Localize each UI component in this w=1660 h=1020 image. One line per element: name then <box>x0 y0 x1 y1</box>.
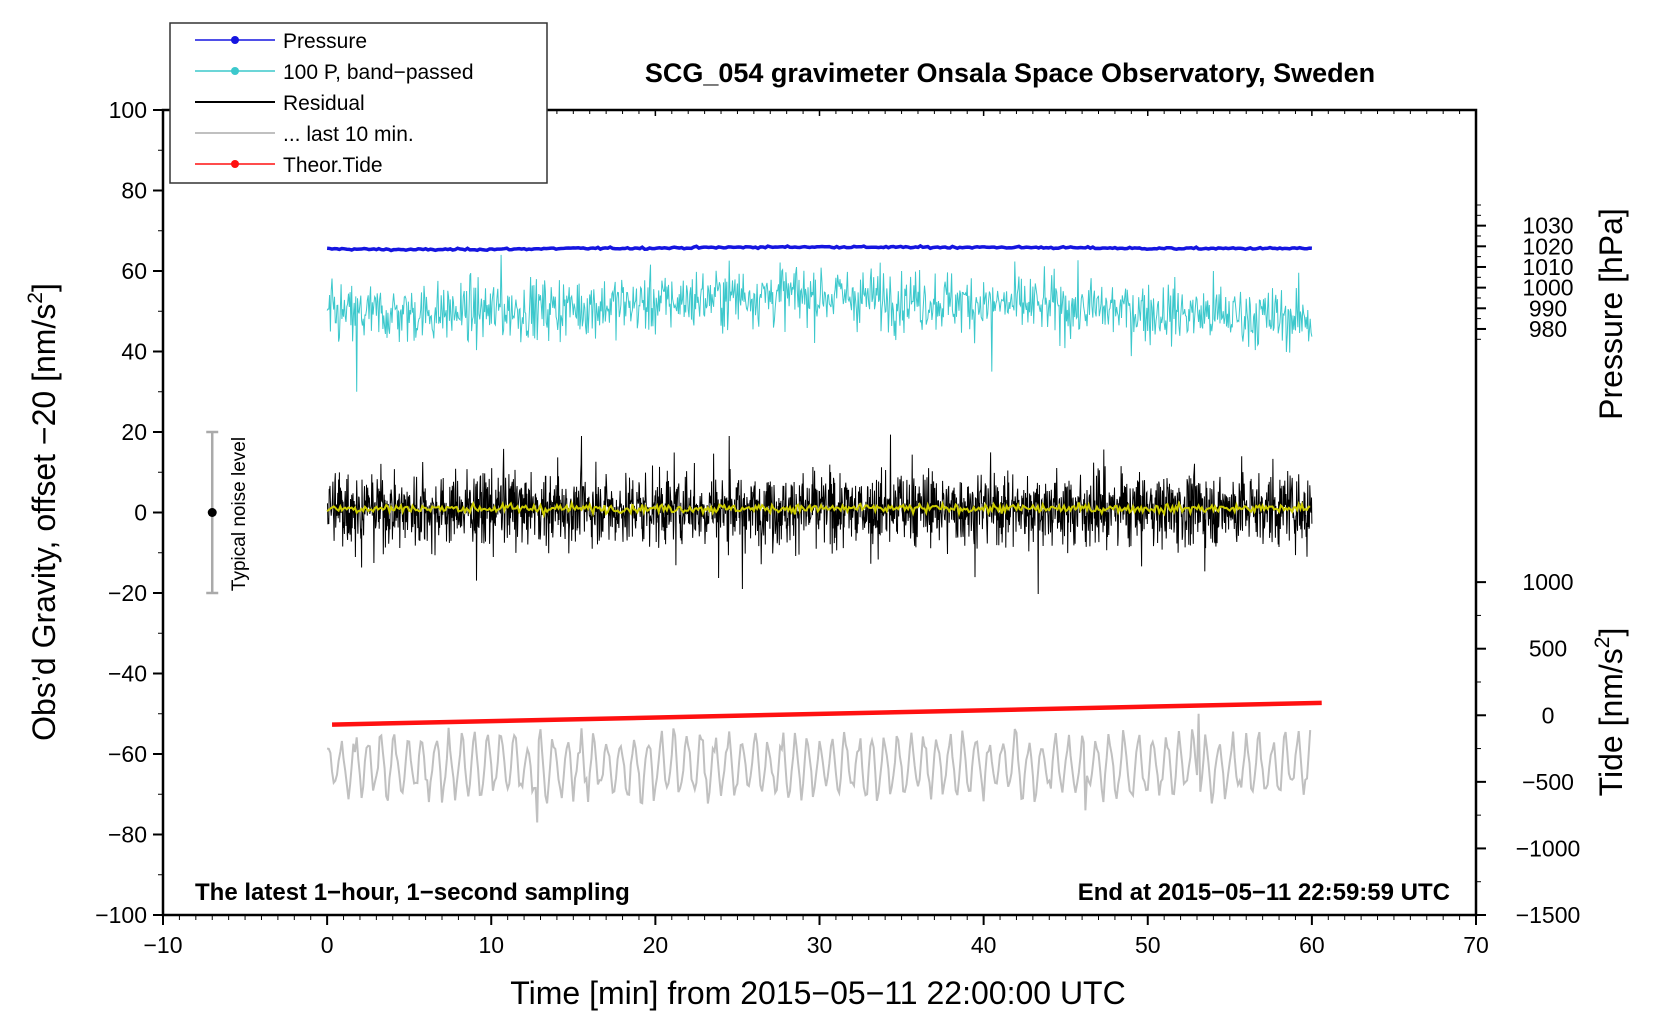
pressure-tick-label: 990 <box>1529 295 1567 321</box>
legend-label-residual: Residual <box>283 92 365 115</box>
tide-axis-title-sup: 2 <box>1591 637 1614 649</box>
annotation-sampling: The latest 1−hour, 1−second sampling <box>195 879 630 906</box>
noise-bar-dot <box>207 508 217 517</box>
x-tick-label: 40 <box>971 932 997 958</box>
x-tick-label: 60 <box>1299 932 1325 958</box>
pressure-tick-label: 1030 <box>1522 213 1573 239</box>
x-tick-label: 10 <box>478 932 504 958</box>
y-tick-label: −40 <box>108 661 147 687</box>
pressure-tick-label: 980 <box>1529 316 1567 342</box>
legend-label-band-passed: 100 P, band−passed <box>283 61 474 84</box>
x-tick-label: −10 <box>143 932 182 958</box>
tide-axis-title-main: Tide [nm/s <box>1593 648 1629 796</box>
tide-tick-label: 500 <box>1529 636 1567 662</box>
series-layer <box>326 243 1322 823</box>
tide-axis-title: Tide [nm/s2] <box>1591 628 1629 797</box>
y-tick-label: 80 <box>121 178 147 204</box>
legend-label-theor-tide: Theor.Tide <box>283 154 383 177</box>
legend-entry-last-10-min: ... last 10 min. <box>195 123 414 146</box>
x-tick-label: 30 <box>807 932 833 958</box>
x-tick-label: 0 <box>321 932 334 958</box>
y-tick-label: 40 <box>121 339 147 365</box>
series-residual-smoothed-line <box>326 499 1311 519</box>
tide-tick-label: −1000 <box>1516 835 1581 861</box>
legend-entry-theor-tide: Theor.Tide <box>195 154 383 177</box>
series-theor-tide-line <box>331 700 1322 727</box>
y-tick-label: 20 <box>121 419 147 445</box>
y-tick-label: −60 <box>108 741 147 767</box>
series-last-10-min-line <box>326 713 1312 823</box>
pressure-tick-label: 1000 <box>1522 275 1573 301</box>
y-tick-label: 60 <box>121 258 147 284</box>
chart-title: SCG_054 gravimeter Onsala Space Observat… <box>645 58 1375 88</box>
y-tick-label: −100 <box>95 902 147 928</box>
x-axis-title: Time [min] from 2015−05−11 22:00:00 UTC <box>510 975 1125 1011</box>
tide-tick-label: −1500 <box>1516 902 1581 928</box>
pressure-axis-title: Pressure [hPa] <box>1593 208 1629 420</box>
legend-entry-residual: Residual <box>195 92 365 115</box>
tide-tick-label: −500 <box>1522 769 1574 795</box>
y-tick-label: −20 <box>108 580 147 606</box>
pressure-tick-label: 1010 <box>1522 254 1573 280</box>
annotation-end-time: End at 2015−05−11 22:59:59 UTC <box>1078 879 1450 906</box>
tide-tick-label: 0 <box>1542 702 1555 728</box>
legend-entry-pressure: Pressure <box>195 30 367 53</box>
y-axis-title-sup: 2 <box>24 292 47 304</box>
y-axis-title: Obs’d Gravity, offset −20 [nm/s2] <box>24 283 62 741</box>
y-tick-label: −80 <box>108 822 147 848</box>
legend-marker-theor-tide <box>231 160 239 168</box>
y-tick-label: 0 <box>134 500 147 526</box>
legend-entry-band-passed: 100 P, band−passed <box>195 61 474 84</box>
tide-tick-label: 1000 <box>1522 569 1573 595</box>
series-band-passed-line <box>326 254 1313 392</box>
series-pressure-line <box>326 243 1313 253</box>
noise-level-label: Typical noise level <box>229 437 250 591</box>
pressure-tick-label: 1020 <box>1522 233 1573 259</box>
tide-axis-title-end: ] <box>1593 628 1629 637</box>
axes-layer: −10 0 10 20 30 40 50 60 70100806040200−20−40−60−… <box>95 97 1580 958</box>
legend: Pressure 100 P, band−passed Residual ...… <box>169 22 548 184</box>
legend-marker-band-passed <box>231 67 239 75</box>
legend-label-last-10-min: ... last 10 min. <box>283 123 414 146</box>
legend-marker-pressure <box>231 36 239 44</box>
legend-label-pressure: Pressure <box>283 30 367 53</box>
x-tick-label: 70 <box>1463 932 1489 958</box>
x-tick-label: 20 <box>643 932 669 958</box>
y-axis-title-end: ] <box>26 283 62 292</box>
y-axis-title-main: Obs’d Gravity, offset −20 [nm/s <box>26 304 62 741</box>
y-tick-label: 100 <box>109 97 147 123</box>
x-tick-label: 50 <box>1135 932 1161 958</box>
